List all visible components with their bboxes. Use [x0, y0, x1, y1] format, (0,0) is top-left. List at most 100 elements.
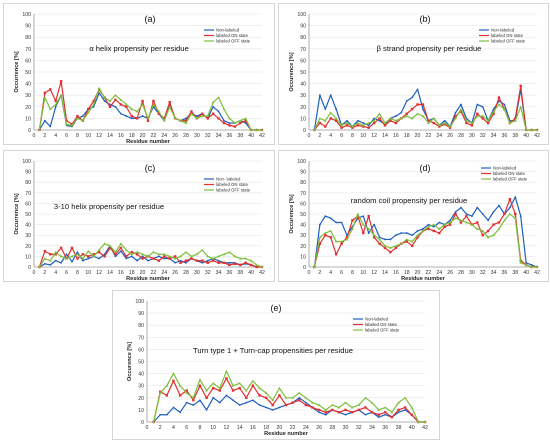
y-tick-label: 100 [22, 12, 31, 18]
x-tick-label: 10 [85, 270, 91, 276]
data-point [384, 238, 386, 241]
x-tick-label: 26 [172, 270, 178, 276]
data-point [185, 389, 188, 392]
x-tick-label: 4 [172, 425, 175, 431]
data-point [146, 117, 150, 120]
data-point [351, 219, 354, 222]
data-point [146, 255, 150, 258]
data-point [59, 80, 63, 83]
data-point [383, 406, 387, 409]
x-tick-label: 36 [382, 425, 388, 431]
data-point [86, 111, 90, 114]
data-point [195, 259, 199, 262]
y-axis-label: Occurrence [%] [14, 51, 20, 92]
data-point [258, 404, 261, 406]
x-tick-label: 16 [393, 270, 399, 276]
data-point [318, 223, 321, 226]
data-point [335, 108, 338, 111]
y-tick-label: 90 [25, 24, 31, 30]
data-point [232, 399, 234, 402]
data-point [377, 416, 380, 419]
data-point [503, 218, 506, 222]
data-point [205, 389, 208, 392]
data-point [364, 413, 367, 416]
data-point [54, 259, 57, 262]
data-point [389, 246, 392, 249]
data-point [364, 396, 367, 399]
data-point [217, 255, 220, 258]
series-line-2 [313, 198, 537, 268]
legend-label-2: labeled ON state [216, 182, 249, 187]
x-tick-label: 12 [371, 133, 377, 139]
data-point [422, 108, 424, 111]
x-tick-label: 10 [360, 270, 366, 276]
data-point [49, 88, 52, 91]
data-point [141, 115, 144, 117]
data-point [163, 257, 166, 260]
data-point [357, 408, 361, 412]
legend-label-3: labeled OFF state [365, 328, 400, 333]
data-point [390, 410, 394, 414]
x-tick-label: 6 [65, 133, 68, 139]
x-tick-label: 42 [534, 270, 540, 276]
x-tick-label: 0 [33, 270, 36, 276]
data-point [114, 98, 117, 102]
data-point [141, 252, 144, 256]
data-point [454, 212, 457, 216]
y-tick-label: 20 [138, 396, 144, 402]
y-tick-label: 20 [300, 244, 306, 250]
data-point [323, 231, 327, 235]
data-point [423, 420, 427, 423]
data-point [340, 123, 343, 127]
data-point [192, 404, 195, 406]
chart-panel-d: 0 10 20 30 40 50 60 70 80 90 100 0 2 4 6 8 10 12 14 16 18 20 2… [278, 150, 549, 282]
data-point [168, 257, 171, 260]
chart-title: β strand propensity per residue [377, 44, 482, 53]
data-point [103, 242, 106, 245]
data-point [344, 408, 347, 412]
data-point [377, 413, 380, 416]
data-point [397, 408, 400, 412]
data-point [416, 236, 419, 239]
data-point [124, 103, 128, 106]
data-point [114, 250, 117, 254]
data-point [284, 396, 288, 399]
data-point [38, 265, 41, 268]
data-point [340, 126, 343, 129]
legend-label-1: Non-labeled [365, 317, 389, 322]
data-point [514, 212, 517, 216]
data-point [157, 259, 161, 262]
data-point [92, 99, 95, 103]
data-point [157, 110, 161, 113]
data-point [70, 123, 74, 127]
data-point [179, 119, 182, 122]
data-point [271, 409, 274, 411]
x-tick-label: 26 [316, 425, 322, 431]
data-point [367, 126, 370, 129]
data-point [340, 221, 343, 224]
data-point [87, 255, 90, 258]
data-point [206, 261, 209, 264]
y-tick-label: 30 [300, 233, 306, 239]
y-tick-label: 60 [300, 58, 306, 64]
data-point [97, 248, 101, 252]
data-point [448, 126, 452, 129]
data-point [198, 378, 202, 381]
chart-panel-a: 0 10 20 30 40 50 60 70 80 90 100 0 2 4 6 8 10 12 14 16 18 20 2… [3, 3, 275, 145]
data-point [225, 394, 228, 397]
data-point [364, 406, 367, 409]
data-point [345, 121, 349, 125]
data-point [43, 257, 47, 260]
data-point [217, 259, 220, 262]
y-tick-label: 80 [138, 323, 144, 329]
data-point [438, 221, 441, 224]
y-tick-label: 40 [138, 372, 144, 378]
data-point [405, 112, 408, 115]
series-line-3 [153, 370, 425, 423]
data-point [525, 261, 528, 264]
data-point [184, 250, 188, 254]
data-point [152, 257, 155, 260]
data-point [470, 124, 474, 127]
data-point [378, 119, 381, 122]
x-tick-label: 14 [107, 133, 113, 139]
